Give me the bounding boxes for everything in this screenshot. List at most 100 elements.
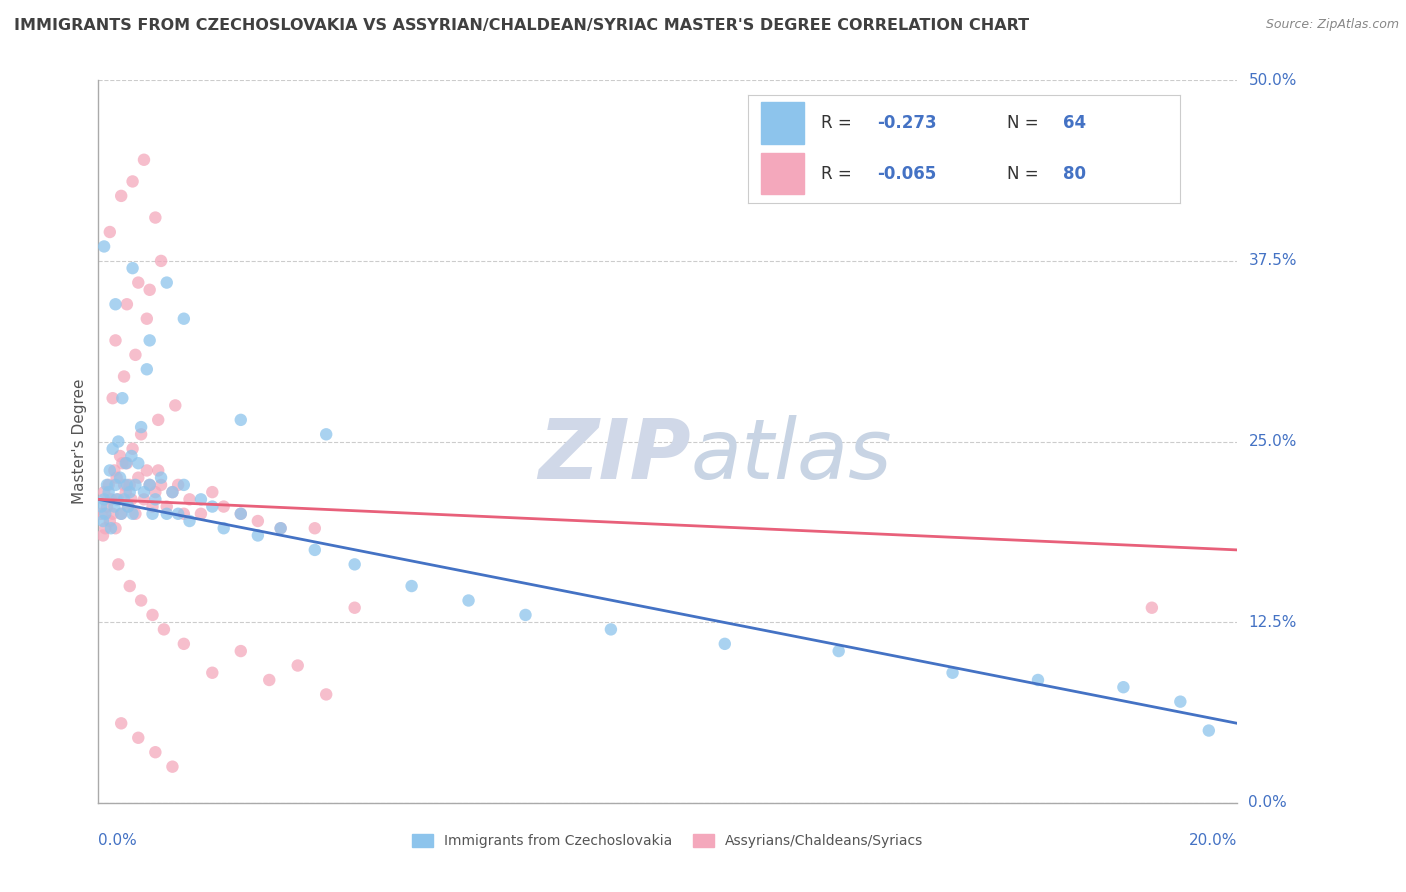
- Point: [103, 463, 125, 477]
- Point: [98, 514, 121, 528]
- Text: 0.0%: 0.0%: [1249, 796, 1286, 810]
- Point: [1112, 680, 1135, 694]
- Point: [942, 665, 965, 680]
- Point: [90, 500, 112, 514]
- Point: [287, 658, 309, 673]
- Point: [246, 528, 269, 542]
- Point: [212, 521, 235, 535]
- Point: [127, 276, 149, 290]
- Point: [1140, 600, 1163, 615]
- Point: [120, 492, 142, 507]
- Point: [145, 492, 167, 507]
- Point: [101, 442, 124, 456]
- Text: atlas: atlas: [690, 416, 893, 497]
- Point: [162, 485, 184, 500]
- Point: [98, 225, 121, 239]
- Point: [457, 593, 479, 607]
- Point: [190, 492, 212, 507]
- Point: [156, 507, 179, 521]
- Point: [104, 334, 127, 348]
- Point: [104, 297, 127, 311]
- Point: [112, 478, 135, 492]
- Point: [118, 579, 141, 593]
- Point: [1198, 723, 1220, 738]
- Point: [148, 413, 170, 427]
- Point: [259, 673, 281, 687]
- Point: [153, 623, 176, 637]
- Point: [600, 623, 623, 637]
- Point: [132, 153, 155, 167]
- Point: [304, 521, 326, 535]
- Point: [121, 442, 143, 456]
- Point: [104, 521, 127, 535]
- Point: [117, 500, 139, 514]
- Point: [112, 369, 135, 384]
- Point: [98, 463, 121, 477]
- Point: [212, 500, 235, 514]
- Point: [201, 500, 224, 514]
- Point: [141, 500, 163, 514]
- Point: [115, 478, 138, 492]
- Text: 50.0%: 50.0%: [1249, 73, 1296, 87]
- Point: [110, 507, 132, 521]
- Text: 20.0%: 20.0%: [1189, 833, 1237, 848]
- Point: [138, 478, 160, 492]
- Point: [150, 478, 173, 492]
- Point: [173, 507, 195, 521]
- Point: [105, 471, 128, 485]
- Point: [127, 731, 149, 745]
- Point: [135, 311, 157, 326]
- Point: [110, 716, 132, 731]
- Point: [110, 507, 132, 521]
- Point: [1026, 673, 1049, 687]
- Point: [108, 449, 131, 463]
- Point: [141, 607, 163, 622]
- Point: [107, 492, 129, 507]
- Point: [167, 507, 190, 521]
- Point: [93, 485, 115, 500]
- Point: [229, 413, 252, 427]
- Point: [162, 485, 184, 500]
- Point: [121, 174, 143, 188]
- Point: [114, 456, 136, 470]
- Point: [190, 507, 212, 521]
- Point: [121, 261, 143, 276]
- Point: [343, 558, 366, 572]
- Point: [114, 485, 136, 500]
- Point: [108, 471, 131, 485]
- Point: [246, 514, 269, 528]
- Point: [401, 579, 423, 593]
- Point: [156, 276, 179, 290]
- Point: [124, 507, 146, 521]
- Point: [179, 514, 201, 528]
- Point: [101, 507, 124, 521]
- Point: [104, 478, 127, 492]
- Y-axis label: Master's Degree: Master's Degree: [72, 379, 87, 504]
- Text: 37.5%: 37.5%: [1249, 253, 1296, 268]
- Point: [1170, 695, 1192, 709]
- Point: [94, 507, 117, 521]
- Point: [145, 211, 167, 225]
- Point: [162, 760, 184, 774]
- Point: [315, 687, 337, 701]
- Point: [315, 427, 337, 442]
- Point: [129, 420, 152, 434]
- Point: [107, 434, 129, 449]
- Point: [132, 485, 155, 500]
- Point: [124, 348, 146, 362]
- Point: [156, 500, 179, 514]
- Point: [304, 542, 326, 557]
- Point: [93, 239, 115, 253]
- Point: [145, 745, 167, 759]
- Point: [118, 485, 141, 500]
- Point: [100, 492, 122, 507]
- Text: 25.0%: 25.0%: [1249, 434, 1296, 449]
- Point: [343, 600, 366, 615]
- Point: [90, 507, 112, 521]
- Point: [118, 478, 141, 492]
- Point: [201, 665, 224, 680]
- Text: ZIP: ZIP: [538, 416, 690, 497]
- Text: 12.5%: 12.5%: [1249, 615, 1296, 630]
- Point: [828, 644, 851, 658]
- Point: [96, 500, 118, 514]
